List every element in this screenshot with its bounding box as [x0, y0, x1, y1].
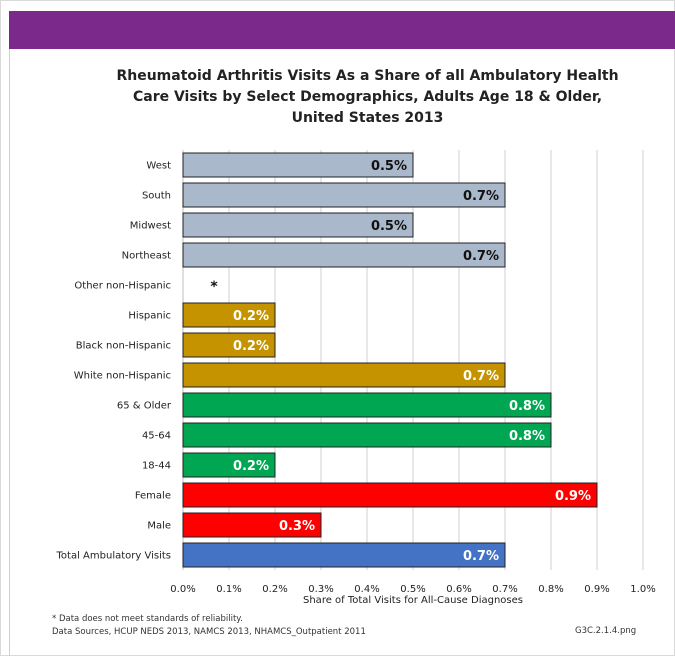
footnote-reliability: * Data does not meet standards of reliab…	[52, 614, 243, 624]
category-label: Hispanic	[128, 311, 171, 322]
bars	[182, 152, 598, 568]
chart-title-line-1: Rheumatoid Arthritis Visits As a Share o…	[116, 68, 619, 84]
bar	[182, 242, 506, 268]
category-labels: West South Midwest Northeast Other non-Hispa…	[56, 161, 172, 562]
value-labels: 0.5% 0.7% 0.5% 0.7% * 0.2% 0.2% 0.7% 0.8% 0.8% 0.2…	[210, 159, 591, 564]
category-label: 45-64	[142, 431, 171, 442]
chart-title: Rheumatoid Arthritis Visits As a Share o…	[40, 66, 675, 129]
category-label: Northeast	[122, 251, 171, 262]
x-tick-label: 0.7%	[492, 584, 517, 595]
footnote: * Data does not meet standards of reliab…	[52, 613, 366, 639]
value-label: 0.7%	[463, 249, 499, 264]
category-label: West	[146, 161, 171, 172]
bar	[182, 482, 598, 508]
chart-title-line-2: Care Visits by Select Demographics, Adul…	[132, 89, 603, 105]
bar	[182, 362, 506, 388]
category-label: Total Ambulatory Visits	[56, 551, 171, 562]
bar	[182, 512, 322, 538]
value-label: 0.2%	[233, 459, 269, 474]
category-label: Other non-Hispanic	[74, 281, 171, 292]
bar	[182, 212, 414, 238]
bar	[182, 182, 506, 208]
value-label: 0.3%	[279, 519, 315, 534]
value-label: 0.2%	[233, 339, 269, 354]
value-label: 0.8%	[509, 429, 545, 444]
value-label: *	[210, 279, 218, 295]
value-label: 0.9%	[555, 489, 591, 504]
value-label: 0.8%	[509, 399, 545, 414]
bar	[182, 422, 552, 448]
category-label: 18-44	[142, 461, 171, 472]
x-tick-label: 0.1%	[216, 584, 241, 595]
file-id: G3C.2.1.4.png	[575, 626, 637, 636]
x-tick-label: 0.6%	[446, 584, 471, 595]
x-tick-label: 1.0%	[630, 584, 655, 595]
category-label: Black non-Hispanic	[76, 341, 171, 352]
x-axis-label: Share of Total Visits for All-Cause Diag…	[303, 595, 523, 606]
value-label: 0.2%	[233, 309, 269, 324]
x-tick-label: 0.2%	[262, 584, 287, 595]
x-tick-label: 0.0%	[170, 584, 195, 595]
x-tick-label: 0.4%	[354, 584, 379, 595]
bar	[182, 392, 552, 418]
value-label: 0.5%	[371, 219, 407, 234]
header-band	[9, 11, 675, 49]
footnote-sources: Data Sources, HCUP NEDS 2013, NAMCS 2013…	[52, 627, 366, 637]
category-label: White non-Hispanic	[74, 371, 171, 382]
category-label: Midwest	[130, 221, 171, 232]
category-label: South	[142, 191, 171, 202]
category-label: 65 & Older	[117, 401, 172, 412]
value-label: 0.7%	[463, 549, 499, 564]
value-label: 0.5%	[371, 159, 407, 174]
category-label: Male	[147, 521, 171, 532]
value-label: 0.7%	[463, 369, 499, 384]
bar	[182, 542, 506, 568]
bar	[182, 152, 414, 178]
x-tick-label: 0.9%	[584, 584, 609, 595]
x-tick-label: 0.3%	[308, 584, 333, 595]
bar	[182, 332, 276, 358]
x-tick-label: 0.5%	[400, 584, 425, 595]
bar	[182, 302, 276, 328]
x-tick-labels: 0.0% 0.1% 0.2% 0.3% 0.4% 0.5% 0.6% 0.7% 0.8% 0.9%…	[170, 584, 655, 595]
bar	[182, 452, 276, 478]
category-label: Female	[135, 491, 171, 502]
frame-line	[9, 49, 10, 656]
x-tick-label: 0.8%	[538, 584, 563, 595]
chart-title-line-3: United States 2013	[291, 110, 444, 126]
value-label: 0.7%	[463, 189, 499, 204]
